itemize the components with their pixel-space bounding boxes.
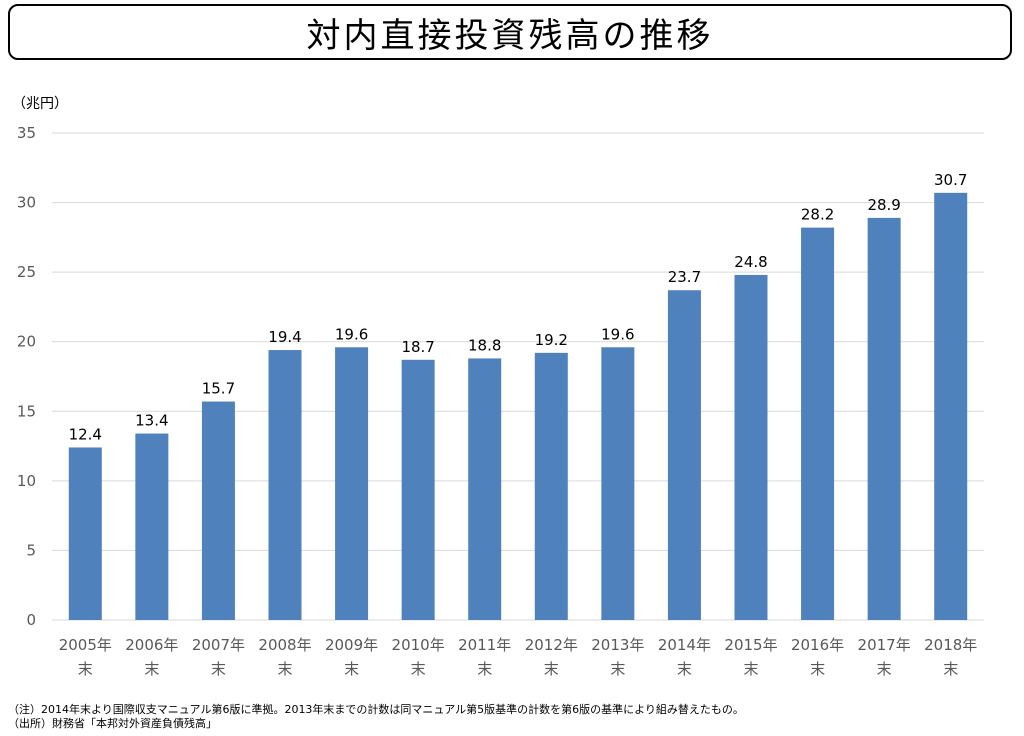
x-tick-label-line2: 末 xyxy=(943,660,958,678)
y-tick-label: 10 xyxy=(17,472,36,490)
footnotes: （注）2014年末より国際収支マニュアル第6版に準拠。2013年末までの計数は同… xyxy=(8,703,744,731)
x-tick-label: 2018年 xyxy=(924,636,977,654)
data-label: 19.6 xyxy=(601,325,634,343)
bar xyxy=(401,359,435,620)
y-tick-label: 20 xyxy=(17,333,36,351)
data-label: 12.4 xyxy=(69,425,102,443)
x-tick-label-line2: 末 xyxy=(743,660,758,678)
footnote-note: （注）2014年末より国際収支マニュアル第6版に準拠。2013年末までの計数は同… xyxy=(8,703,744,716)
bar xyxy=(667,290,701,620)
data-label: 28.9 xyxy=(867,196,900,214)
data-label: 19.4 xyxy=(268,328,301,346)
footnote-source: （出所）財務省「本邦対外資産負債残高」 xyxy=(8,717,217,730)
bar xyxy=(601,347,635,620)
data-label: 18.8 xyxy=(468,336,501,354)
x-tick-label: 2011年 xyxy=(458,636,511,654)
bar xyxy=(734,274,768,620)
x-tick-label-line2: 末 xyxy=(277,660,292,678)
data-label: 13.4 xyxy=(135,412,168,430)
x-tick-label: 2013年 xyxy=(591,636,644,654)
data-label: 19.2 xyxy=(535,331,568,349)
x-tick-label: 2009年 xyxy=(325,636,378,654)
data-label: 18.7 xyxy=(401,338,434,356)
x-tick-label-line2: 末 xyxy=(411,660,426,678)
bar xyxy=(68,447,102,620)
x-tick-label: 2008年 xyxy=(258,636,311,654)
bar xyxy=(201,401,235,620)
data-label: 28.2 xyxy=(801,206,834,224)
y-tick-label: 35 xyxy=(17,124,36,142)
bar xyxy=(468,358,502,620)
y-tick-label: 30 xyxy=(17,194,36,212)
page-title: 対内直接投資残高の推移 xyxy=(306,15,714,56)
x-tick-label-line2: 末 xyxy=(211,660,226,678)
bar xyxy=(934,192,968,620)
x-tick-label: 2016年 xyxy=(791,636,844,654)
y-tick-label: 15 xyxy=(17,402,36,420)
x-tick-label-line2: 末 xyxy=(477,660,492,678)
x-tick-label-line2: 末 xyxy=(810,660,825,678)
data-label: 23.7 xyxy=(668,268,701,286)
x-tick-label: 2010年 xyxy=(392,636,445,654)
data-label: 24.8 xyxy=(734,253,767,271)
bar xyxy=(135,433,169,620)
x-tick-label-line2: 末 xyxy=(610,660,625,678)
x-tick-label: 2006年 xyxy=(125,636,178,654)
bar xyxy=(801,227,835,621)
bar xyxy=(867,217,901,620)
x-tick-label-line2: 末 xyxy=(544,660,559,678)
data-label: 19.6 xyxy=(335,325,368,343)
x-tick-label: 2007年 xyxy=(192,636,245,654)
x-tick-label-line2: 末 xyxy=(877,660,892,678)
x-tick-label-line2: 末 xyxy=(144,660,159,678)
y-tick-label: 0 xyxy=(26,611,36,629)
y-tick-label: 5 xyxy=(26,541,36,559)
bar xyxy=(268,350,302,620)
x-tick-label-line2: 末 xyxy=(78,660,93,678)
bar xyxy=(534,352,568,620)
y-tick-label: 25 xyxy=(17,263,36,281)
x-tick-label: 2012年 xyxy=(525,636,578,654)
x-tick-label-line2: 末 xyxy=(677,660,692,678)
bar xyxy=(335,347,369,620)
data-label: 15.7 xyxy=(202,380,235,398)
x-tick-label: 2017年 xyxy=(858,636,911,654)
data-label: 30.7 xyxy=(934,171,967,189)
x-tick-label-line2: 末 xyxy=(344,660,359,678)
x-tick-label: 2014年 xyxy=(658,636,711,654)
title-box: 対内直接投資残高の推移 xyxy=(8,4,1012,60)
x-tick-label: 2005年 xyxy=(59,636,112,654)
x-tick-label: 2015年 xyxy=(724,636,777,654)
y-axis-unit-label: （兆円） xyxy=(12,96,68,112)
